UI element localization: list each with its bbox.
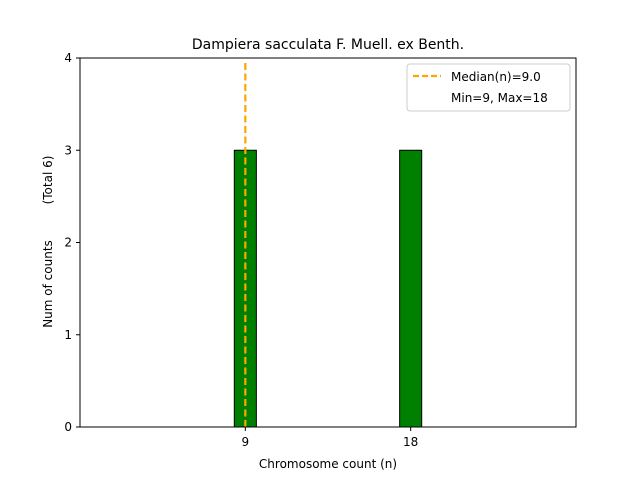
- x-axis-ticks: 9 18: [242, 427, 418, 449]
- x-tick-label: 18: [403, 435, 418, 449]
- bar-18: [399, 149, 423, 428]
- x-axis-label: Chromosome count (n): [259, 457, 397, 471]
- y-tick-label: 1: [64, 328, 72, 342]
- chart-title: Dampiera sacculata F. Muell. ex Benth.: [192, 37, 464, 53]
- bars-group: [233, 149, 423, 428]
- legend-minmax-label: Min=9, Max=18: [451, 91, 548, 105]
- y-tick-label: 4: [64, 51, 72, 65]
- y-tick-label: 0: [64, 420, 72, 434]
- plot-frame: [79, 57, 577, 428]
- y-axis-ticks: 0 1 2 3 4: [64, 51, 80, 434]
- legend-box: [406, 63, 571, 112]
- legend-median-label: Median(n)=9.0: [451, 70, 541, 84]
- y-axis-total-label: (Total 6): [41, 156, 55, 205]
- y-axis-label: Num of counts: [41, 240, 55, 328]
- legend: Median(n)=9.0 Min=9, Max=18: [406, 63, 571, 112]
- y-tick-label: 3: [64, 143, 72, 157]
- y-tick-label: 2: [64, 236, 72, 250]
- x-tick-label: 9: [242, 435, 250, 449]
